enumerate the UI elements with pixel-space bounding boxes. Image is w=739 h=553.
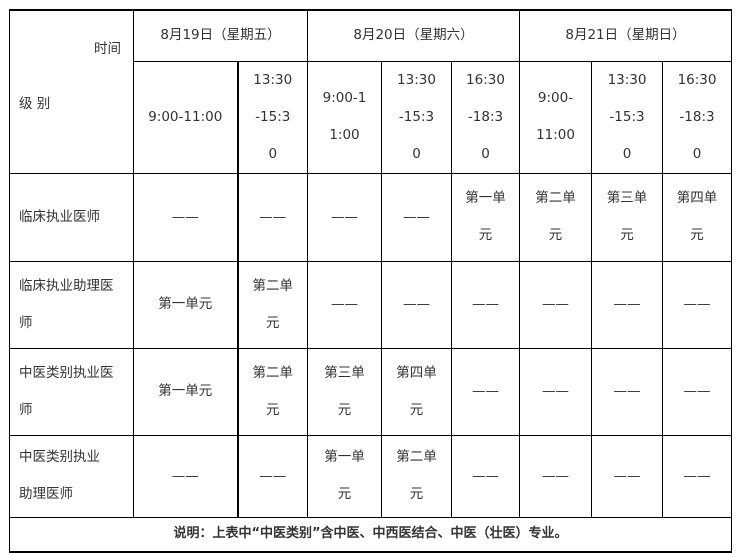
schedule-cell: 第一单元: [450, 172, 521, 262]
schedule-cell: 第二单元: [381, 434, 452, 518]
table-row: 临床执业医师 —— —— —— —— 第一单元 第二单元 第三单元 第四单元: [9, 172, 733, 262]
table-row: 中医类别执业助理医师 —— —— 第一单元 第二单元 —— —— —— ——: [9, 434, 733, 518]
schedule-cell: 第三单元: [591, 172, 664, 262]
time-slot-header: 16:30-18:30: [662, 60, 733, 174]
schedule-cell: 第一单元: [307, 434, 382, 518]
schedule-cell: 第三单元: [307, 347, 382, 436]
schedule-cell: ——: [133, 172, 238, 262]
schedule-cell: 第四单元: [662, 172, 733, 262]
schedule-cell: 第二单元: [236, 347, 308, 436]
schedule-cell: ——: [450, 347, 521, 436]
level-name: 临床执业助理医师: [9, 260, 134, 349]
table-row: 中医类别执业医师 第一单元 第二单元 第三单元 第四单元 —— —— —— ——: [9, 347, 733, 436]
time-slot-header: 16:30-18:30: [450, 60, 521, 174]
schedule-cell: ——: [236, 434, 308, 518]
schedule-cell: ——: [662, 434, 733, 518]
table-note: 说明：上表中“中医类别”含中医、中西医结合、中医（壮医）专业。: [8, 516, 733, 553]
time-slot-header: 9:00-11:00: [307, 60, 382, 174]
schedule-cell: 第一单元: [133, 260, 238, 349]
time-slot-header: 13:30-15:30: [236, 60, 308, 174]
time-slot-header: 13:30-15:30: [591, 60, 664, 174]
schedule-cell: ——: [519, 260, 593, 349]
schedule-cell: ——: [381, 260, 452, 349]
schedule-cell: ——: [662, 347, 733, 436]
time-label: 时间: [94, 41, 121, 57]
exam-schedule-table: 时间 级 别 8月19日（星期五） 8月20日（星期六） 8月21日（星期日） …: [8, 9, 733, 553]
schedule-cell: ——: [662, 260, 733, 349]
schedule-cell: ——: [450, 260, 521, 349]
schedule-cell: ——: [133, 434, 238, 518]
schedule-cell: ——: [236, 172, 308, 262]
table-row: 临床执业助理医师 第一单元 第二单元 —— —— —— —— —— ——: [9, 260, 733, 349]
time-slot-header: 13:30-15:30: [381, 60, 452, 174]
schedule-cell: ——: [591, 347, 664, 436]
schedule-cell: 第四单元: [381, 347, 452, 436]
day-header: 8月20日（星期六）: [306, 9, 521, 62]
day-header: 8月21日（星期日）: [519, 9, 733, 62]
schedule-cell: ——: [450, 434, 521, 518]
schedule-cell: 第二单元: [236, 260, 308, 349]
schedule-cell: ——: [591, 434, 664, 518]
level-label: 级 别: [19, 96, 51, 112]
schedule-cell: ——: [307, 172, 382, 262]
level-name: 中医类别执业助理医师: [9, 434, 134, 518]
time-slot-header: 9:00-11:00: [133, 60, 238, 174]
schedule-cell: ——: [307, 260, 382, 349]
day-header: 8月19日（星期五）: [133, 9, 308, 62]
level-name: 中医类别执业医师: [9, 347, 134, 436]
schedule-cell: 第一单元: [133, 347, 238, 436]
schedule-cell: ——: [519, 434, 593, 518]
schedule-cell: ——: [519, 347, 593, 436]
time-slot-header: 9:00-11:00: [519, 60, 593, 174]
schedule-cell: 第二单元: [519, 172, 593, 262]
corner-header: 时间 级 别: [9, 9, 134, 174]
schedule-cell: ——: [591, 260, 664, 349]
schedule-cell: ——: [381, 172, 452, 262]
level-name: 临床执业医师: [9, 172, 134, 262]
